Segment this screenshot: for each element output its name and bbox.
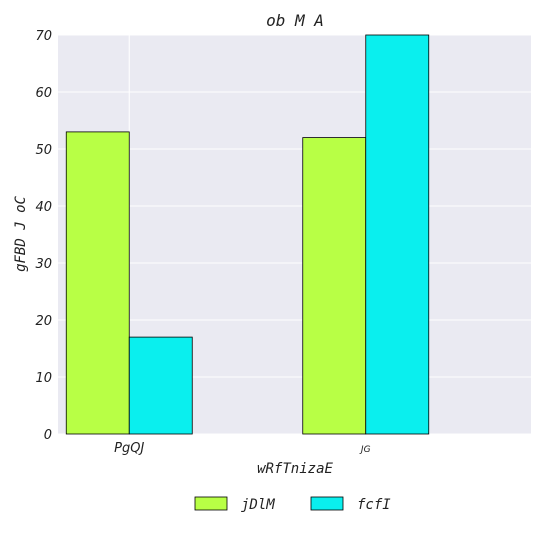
bar-jDlM-PgQJ — [65, 131, 130, 435]
y-axis-label: gFBD J oC — [13, 196, 29, 272]
y-tick-label: 10 — [35, 371, 52, 386]
legend-label: fcfI — [357, 497, 391, 513]
y-tick-label: 70 — [35, 29, 52, 44]
bars — [65, 34, 430, 435]
y-tick-label: 40 — [35, 200, 52, 215]
y-axis-ticks: 0 10 20 30 40 50 60 70 — [35, 29, 52, 443]
x-tick-label: PgQJ — [114, 441, 144, 456]
y-tick-label: 60 — [35, 86, 52, 101]
y-tick-label: 20 — [35, 314, 52, 329]
x-axis-label: wRfTnizaE — [257, 461, 333, 477]
x-axis-ticks: PgQJ JG — [114, 441, 370, 456]
bar-jDlM-JG — [302, 137, 367, 435]
legend-swatch — [194, 496, 228, 511]
bar-fcfI-JG — [365, 34, 430, 435]
y-tick-label: 30 — [35, 257, 52, 272]
chart-title: ob M A — [266, 11, 324, 30]
legend-label: jDlM — [241, 497, 275, 513]
bar-fcfI-PgQJ — [128, 336, 193, 435]
y-tick-label: 50 — [35, 143, 52, 158]
x-tick-label: JG — [359, 445, 371, 455]
legend-swatch — [310, 496, 344, 511]
y-tick-label: 0 — [44, 428, 52, 443]
legend: jDlM fcfI — [194, 496, 391, 513]
